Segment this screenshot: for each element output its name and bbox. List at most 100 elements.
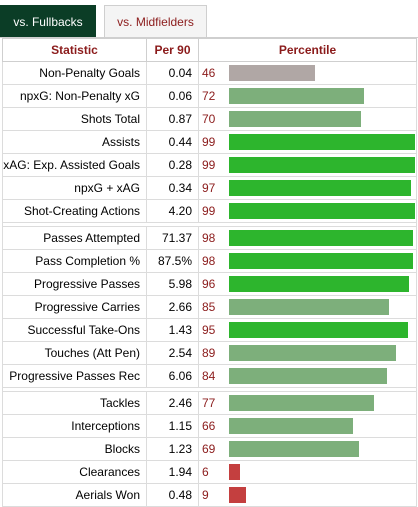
percentile-bar	[229, 299, 389, 315]
stat-name: Progressive Carries	[2, 295, 147, 319]
stat-percentile-cell: 97	[198, 176, 417, 200]
stat-name: Progressive Passes	[2, 272, 147, 296]
percentile-value: 95	[202, 323, 216, 337]
tab-divider	[0, 37, 418, 38]
separator-cell	[2, 387, 417, 392]
stat-percentile-cell: 99	[198, 153, 417, 177]
stat-per90: 2.46	[146, 391, 199, 415]
percentile-value: 89	[202, 346, 216, 360]
percentile-bar	[229, 111, 361, 127]
stat-per90: 0.34	[146, 176, 199, 200]
stat-per90: 5.98	[146, 272, 199, 296]
percentile-value: 66	[202, 419, 216, 433]
table-row: Non-Penalty Goals 0.04 46	[2, 61, 417, 85]
stat-per90: 0.87	[146, 107, 199, 131]
stat-name: Blocks	[2, 437, 147, 461]
table-row: Progressive Passes Rec 6.06 84	[2, 364, 417, 388]
stat-per90: 1.15	[146, 414, 199, 438]
header-statistic[interactable]: Statistic	[2, 38, 147, 62]
stat-percentile-cell: 99	[198, 199, 417, 223]
table-body: Non-Penalty Goals 0.04 46 npxG: Non-Penalty…	[2, 61, 417, 507]
stat-percentile-cell: 98	[198, 226, 417, 250]
percentile-bar	[229, 65, 315, 81]
percentile-value: 85	[202, 300, 216, 314]
stat-per90: 1.23	[146, 437, 199, 461]
percentile-bar	[229, 157, 415, 173]
stat-name: xAG: Exp. Assisted Goals	[2, 153, 147, 177]
percentile-value: 98	[202, 254, 216, 268]
percentile-bar	[229, 464, 240, 480]
stat-per90: 0.28	[146, 153, 199, 177]
header-percentile[interactable]: Percentile	[198, 38, 417, 62]
percentile-value: 99	[202, 204, 216, 218]
stat-name: Shots Total	[2, 107, 147, 131]
stat-percentile-cell: 84	[198, 364, 417, 388]
percentile-bar	[229, 253, 413, 269]
percentile-bar	[229, 345, 396, 361]
stat-percentile-cell: 69	[198, 437, 417, 461]
percentile-bar	[229, 487, 246, 503]
stat-percentile-cell: 85	[198, 295, 417, 319]
stat-name: Clearances	[2, 460, 147, 484]
stat-percentile-cell: 6	[198, 460, 417, 484]
percentile-value: 99	[202, 135, 216, 149]
stat-percentile-cell: 66	[198, 414, 417, 438]
percentile-value: 70	[202, 112, 216, 126]
percentile-bar	[229, 88, 364, 104]
stat-name: Successful Take-Ons	[2, 318, 147, 342]
table-row: Clearances 1.94 6	[2, 460, 417, 484]
stat-percentile-cell: 99	[198, 130, 417, 154]
stat-name: Tackles	[2, 391, 147, 415]
percentile-bar	[229, 322, 408, 338]
percentile-bar	[229, 276, 409, 292]
stat-name: Interceptions	[2, 414, 147, 438]
percentile-value: 72	[202, 89, 216, 103]
stat-per90: 0.48	[146, 483, 199, 507]
stat-name: Non-Penalty Goals	[2, 61, 147, 85]
stat-name: Touches (Att Pen)	[2, 341, 147, 365]
stat-percentile-cell: 98	[198, 249, 417, 273]
tab-vs-midfielders[interactable]: vs. Midfielders	[104, 5, 207, 37]
percentile-value: 97	[202, 181, 216, 195]
stat-percentile-cell: 70	[198, 107, 417, 131]
stat-percentile-cell: 89	[198, 341, 417, 365]
table-row: Interceptions 1.15 66	[2, 414, 417, 438]
stat-percentile-cell: 9	[198, 483, 417, 507]
stat-percentile-cell: 96	[198, 272, 417, 296]
stat-name: Assists	[2, 130, 147, 154]
stat-per90: 87.5%	[146, 249, 199, 273]
table-row: Aerials Won 0.48 9	[2, 483, 417, 507]
table-row: Successful Take-Ons 1.43 95	[2, 318, 417, 342]
table-row: Shots Total 0.87 70	[2, 107, 417, 131]
table-row: Shot-Creating Actions 4.20 99	[2, 199, 417, 223]
table-row: Assists 0.44 99	[2, 130, 417, 154]
stat-per90: 71.37	[146, 226, 199, 250]
percentile-value: 84	[202, 369, 216, 383]
stat-percentile-cell: 95	[198, 318, 417, 342]
percentile-bar	[229, 230, 413, 246]
tab-vs-fullbacks[interactable]: vs. Fullbacks	[0, 5, 96, 37]
table-row: Progressive Carries 2.66 85	[2, 295, 417, 319]
stat-per90: 1.94	[146, 460, 199, 484]
group-separator	[2, 387, 417, 392]
stat-percentile-cell: 72	[198, 84, 417, 108]
stat-per90: 6.06	[146, 364, 199, 388]
percentile-value: 99	[202, 158, 216, 172]
stat-name: Shot-Creating Actions	[2, 199, 147, 223]
stat-name: Passes Attempted	[2, 226, 147, 250]
stat-per90: 1.43	[146, 318, 199, 342]
percentile-bar	[229, 395, 374, 411]
percentile-bar	[229, 368, 387, 384]
table-row: Passes Attempted 71.37 98	[2, 226, 417, 250]
table-row: npxG + xAG 0.34 97	[2, 176, 417, 200]
table-row: Progressive Passes 5.98 96	[2, 272, 417, 296]
header-per90[interactable]: Per 90	[146, 38, 199, 62]
table-row: npxG: Non-Penalty xG 0.06 72	[2, 84, 417, 108]
percentile-value: 9	[202, 488, 209, 502]
table-row: Pass Completion % 87.5% 98	[2, 249, 417, 273]
stat-per90: 4.20	[146, 199, 199, 223]
percentile-value: 77	[202, 396, 216, 410]
percentile-value: 96	[202, 277, 216, 291]
percentile-bar	[229, 203, 415, 219]
stat-name: npxG: Non-Penalty xG	[2, 84, 147, 108]
